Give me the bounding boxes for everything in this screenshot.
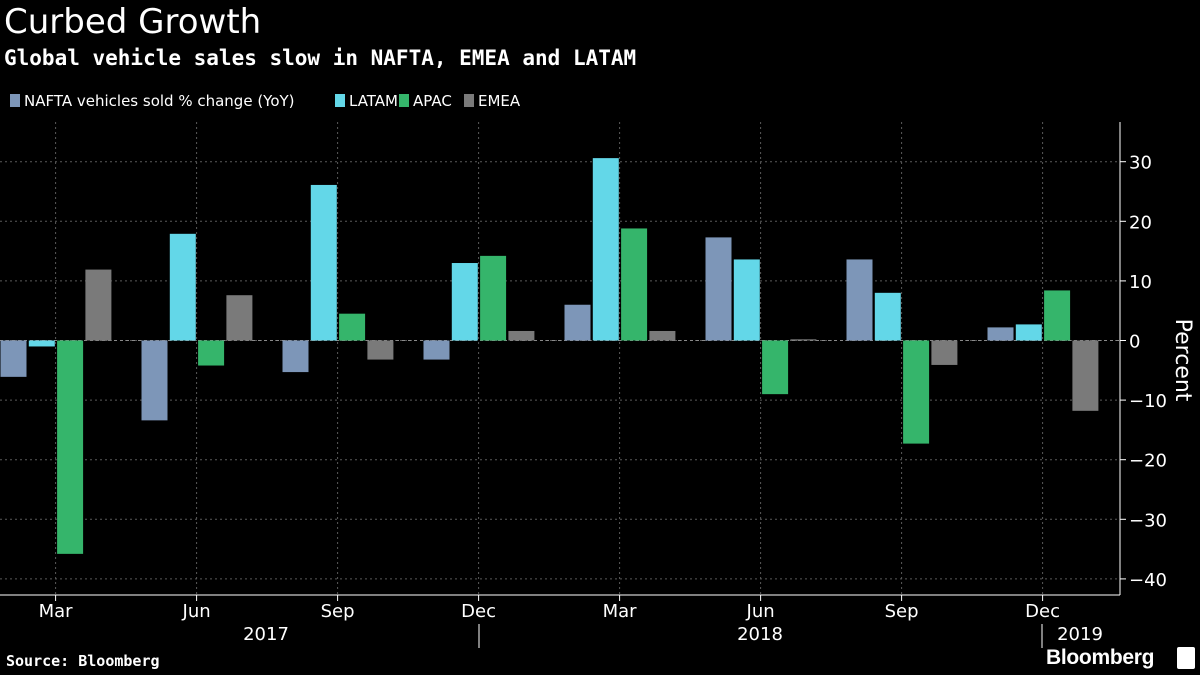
bar-apac-0	[57, 340, 84, 554]
bar-apac-4	[621, 228, 648, 341]
legend-swatch-0	[10, 94, 20, 107]
bar-emea-2	[367, 340, 394, 360]
legend-label-3: EMEA	[478, 92, 521, 110]
x-tick-label-3: Dec	[461, 601, 496, 622]
chart-grid	[0, 122, 1120, 595]
legend-swatch-2	[399, 94, 409, 107]
x-tick-label-5: Jun	[746, 601, 775, 622]
bar-nafta-2	[282, 340, 309, 373]
y-tick-label-0: 30	[1129, 153, 1152, 174]
bar-latam-0	[28, 340, 55, 347]
y-tick-label-1: 20	[1129, 212, 1152, 233]
bar-apac-3	[480, 255, 507, 341]
bar-emea-3	[508, 330, 535, 341]
x-tick-label-1: Jun	[182, 601, 211, 622]
legend-label-1: LATAM	[349, 92, 398, 110]
bar-latam-4	[592, 158, 619, 341]
y-tick-label-2: 10	[1129, 272, 1152, 293]
bar-apac-1	[198, 340, 225, 366]
chart-subtitle: Global vehicle sales slow in NAFTA, EMEA…	[4, 46, 637, 70]
x-tick-label-0: Mar	[39, 601, 74, 622]
bar-apac-6	[903, 340, 930, 444]
chart-axes: 30 20 10 0 −10 −20 −30 −40 Mar Jun Sep Dec Mar Jun Sep…	[0, 122, 1195, 648]
bar-apac-5	[762, 340, 789, 395]
bar-emea-7	[1072, 340, 1099, 411]
x-tick-label-4: Mar	[603, 601, 638, 622]
bar-nafta-5	[705, 237, 732, 341]
year-label-1: 2018	[737, 624, 783, 645]
legend-swatch-1	[335, 94, 345, 107]
source-note: Source: Bloomberg	[6, 652, 160, 670]
bar-apac-7	[1044, 290, 1071, 341]
bar-latam-1	[169, 233, 196, 341]
year-label-2: 2019	[1057, 624, 1103, 645]
bar-nafta-1	[141, 340, 168, 421]
bar-emea-6	[931, 340, 958, 365]
bar-apac-2	[339, 313, 366, 341]
chart-title: Curbed Growth	[4, 2, 262, 42]
bar-latam-2	[310, 184, 337, 341]
bar-nafta-6	[846, 259, 873, 341]
bar-latam-7	[1015, 324, 1042, 341]
y-tick-label-4: −10	[1129, 391, 1167, 412]
legend-label-2: APAC	[413, 92, 452, 110]
y-tick-label-6: −30	[1129, 510, 1167, 531]
bar-emea-1	[226, 295, 253, 341]
bar-emea-5	[790, 339, 817, 341]
y-tick-label-3: 0	[1129, 332, 1140, 353]
brand-logo: Bloomberg	[1046, 646, 1155, 669]
x-tick-label-2: Sep	[321, 601, 355, 622]
legend-label-0: NAFTA vehicles sold % change (YoY)	[24, 92, 295, 110]
x-tick-label-7: Dec	[1025, 601, 1060, 622]
y-tick-label-7: −40	[1129, 570, 1167, 591]
bloomberg-logo-icon	[1177, 647, 1195, 669]
chart-bars	[0, 158, 1099, 554]
bar-nafta-4	[564, 304, 591, 341]
bar-emea-0	[85, 269, 112, 341]
chart-legend: NAFTA vehicles sold % change (YoY) LATAM A…	[10, 92, 521, 110]
bar-nafta-3	[423, 340, 450, 360]
y-tick-label-5: −20	[1129, 451, 1167, 472]
x-tick-label-6: Sep	[885, 601, 919, 622]
bar-latam-3	[451, 263, 478, 341]
bar-emea-4	[649, 330, 676, 341]
legend-swatch-3	[464, 94, 474, 107]
bar-latam-5	[733, 259, 760, 341]
bar-nafta-0	[0, 340, 27, 377]
y-axis-title: Percent	[1170, 319, 1195, 402]
bar-nafta-7	[987, 327, 1014, 341]
bar-latam-6	[874, 292, 901, 341]
year-label-0: 2017	[243, 624, 289, 645]
